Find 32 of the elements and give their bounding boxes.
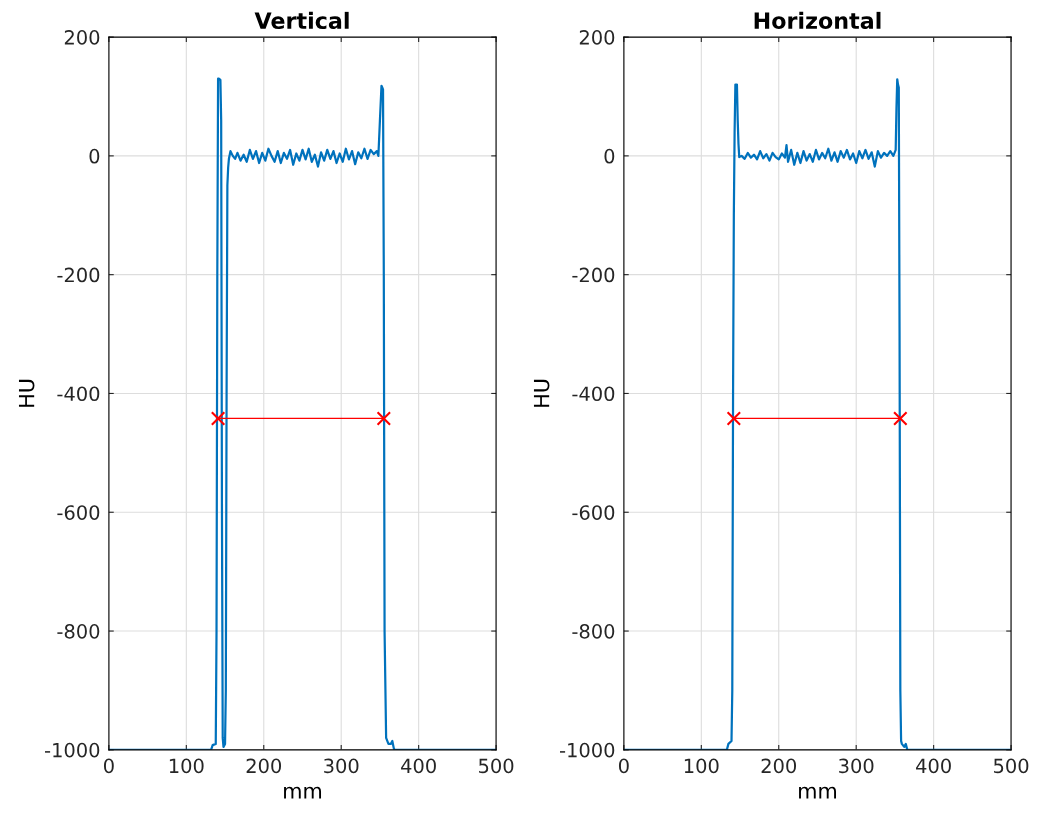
chart-title: Vertical [254,11,349,30]
y-tick-label: -600 [572,505,615,520]
x-tick-label: 300 [324,758,359,774]
y-tick-label: -200 [57,267,100,283]
x-tick-label: 0 [618,758,629,774]
x-tick-label: 200 [246,758,282,774]
x-tick-label: 0 [103,758,114,774]
x-axis-title: mm [284,786,322,799]
x-tick-label: 400 [916,758,951,774]
y-tick-label: -800 [57,624,100,639]
x-tick-label: 100 [684,758,719,774]
y-tick-label: 0 [604,148,615,164]
y-axis-title: HU [533,379,550,407]
y-tick-label: 0 [89,148,100,164]
x-tick-label: 500 [994,758,1029,774]
x-tick-label: 500 [479,758,514,774]
x-axis-title: mm [799,786,836,799]
x-tick-label: 100 [169,758,204,774]
y-tick-label: -400 [572,386,615,402]
chart-title: Horizontal [754,11,881,30]
y-tick-label: -400 [57,386,100,402]
y-tick-label: 200 [579,30,615,45]
y-tick-label: -200 [572,267,615,283]
x-tick-label: 400 [401,758,436,774]
y-tick-label: 200 [64,30,100,45]
y-axis-title: HU [18,379,35,407]
y-tick-label: -600 [57,505,100,520]
x-tick-label: 200 [761,758,797,774]
y-tick-label: -1000 [559,742,615,758]
x-tick-label: 300 [839,758,874,774]
y-tick-label: -1000 [45,742,100,758]
y-tick-label: -800 [572,624,615,639]
